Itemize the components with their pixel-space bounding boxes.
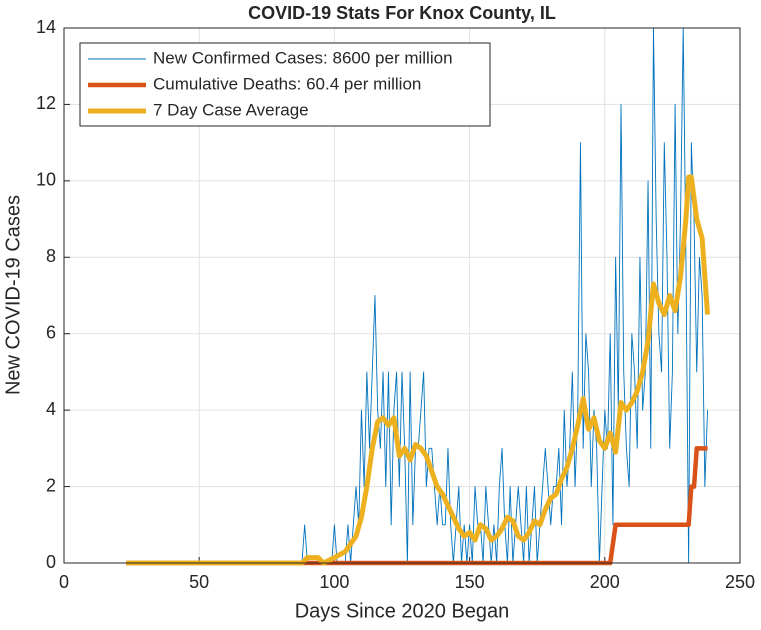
- y-tick-label: 0: [46, 552, 56, 572]
- series-line: [126, 174, 711, 566]
- x-tick-label: 200: [590, 572, 620, 592]
- y-tick-label: 2: [46, 475, 56, 495]
- x-tick-label: 50: [189, 572, 209, 592]
- legend: New Confirmed Cases: 8600 per million Cum…: [79, 42, 491, 127]
- y-tick-label: 6: [46, 322, 56, 342]
- y-tick-label: 14: [36, 17, 56, 37]
- y-tick-label: 4: [46, 399, 56, 419]
- y-tick-label: 12: [36, 93, 56, 113]
- legend-label: Cumulative Deaths: 60.4 per million: [153, 74, 421, 93]
- legend-label: New Confirmed Cases: 8600 per million: [153, 48, 453, 67]
- x-tick-label: 250: [725, 572, 755, 592]
- chart-title: COVID-19 Stats For Knox County, IL: [248, 3, 556, 23]
- y-axis-label: New COVID-19 Cases: [2, 195, 24, 395]
- y-tick-label: 10: [36, 170, 56, 190]
- x-tick-label: 0: [59, 572, 69, 592]
- plot-frame: [63, 27, 741, 564]
- legend-box: [79, 42, 491, 127]
- series-line: [126, 446, 708, 566]
- y-tick-label: 8: [46, 246, 56, 266]
- x-tick-label: 150: [455, 572, 485, 592]
- legend-label: 7 Day Case Average: [153, 100, 309, 119]
- x-axis-label: Days Since 2020 Began: [295, 600, 510, 622]
- x-tick-label: 100: [319, 572, 349, 592]
